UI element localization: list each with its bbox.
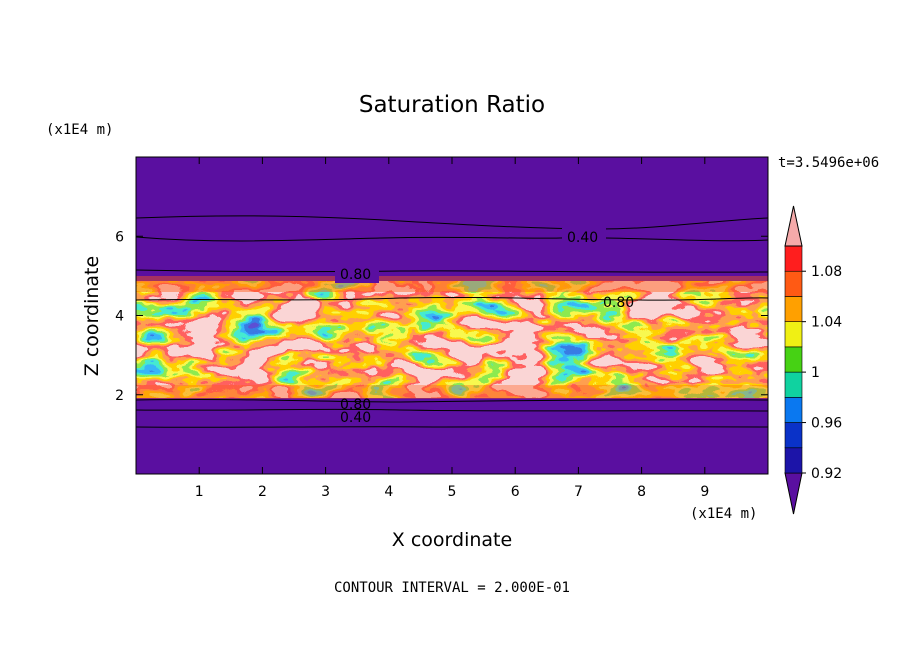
contour-line (136, 398, 768, 403)
y-axis-unit: (x1E4 m) (46, 122, 113, 138)
colorbar-band (784, 371, 803, 398)
y-tick-label: 2 (115, 388, 124, 404)
contour-line (136, 236, 768, 242)
contour-line (136, 408, 768, 412)
x-tick-label: 4 (384, 484, 393, 500)
x-tick-label: 3 (321, 484, 330, 500)
y-tick-label: 4 (115, 309, 124, 325)
x-tick-label: 7 (574, 484, 583, 500)
colorbar-high-triangle (784, 205, 803, 247)
colorbar-band (784, 296, 803, 322)
saturation-field (136, 281, 768, 398)
contour-line (136, 426, 768, 428)
y-axis-label: Z coordinate (81, 256, 103, 376)
colorbar-band (784, 422, 803, 449)
contour-label: 0.80 (603, 295, 634, 311)
x-axis-unit: (x1E4 m) (690, 506, 757, 522)
y-axis-ticks: 2 4 6 (115, 229, 768, 404)
contour-line (136, 296, 768, 301)
contour-line (136, 215, 768, 230)
contour-label: 0.80 (340, 397, 371, 413)
lower-layer-band (136, 385, 768, 399)
contour-lines (136, 215, 768, 428)
contour-label-bg (562, 228, 606, 245)
colorbar-low-triangle (784, 472, 803, 515)
colorbar-band (784, 245, 803, 272)
colorbar-tick-label: 0.92 (811, 466, 842, 482)
colorbar: 0.92 0.96 1 1.04 1.08 (784, 205, 842, 515)
x-axis-label: X coordinate (392, 529, 512, 551)
contour-label: 0.40 (340, 410, 371, 426)
x-tick-label: 2 (258, 484, 267, 500)
plot-area: 0.40 0.80 0.80 0.80 0.40 (136, 157, 768, 474)
x-tick-label: 6 (511, 484, 520, 500)
colorbar-tick-label: 1 (811, 365, 820, 381)
colorbar-band (784, 447, 803, 474)
y-tick-label: 6 (115, 229, 124, 245)
contour-label-bg (335, 266, 379, 283)
contour-label: 0.40 (567, 230, 598, 246)
colorbar-band (784, 270, 803, 297)
x-tick-label: 9 (700, 484, 709, 500)
colorbar-tick-label: 1.08 (811, 264, 842, 280)
time-label: t=3.5496e+06 (778, 155, 879, 171)
x-tick-label: 8 (637, 484, 646, 500)
contour-interval-label: CONTOUR INTERVAL = 2.000E-01 (334, 580, 570, 596)
contour-line (136, 269, 768, 273)
colorbar-tick-label: 0.96 (811, 416, 842, 432)
x-tick-label: 1 (195, 484, 204, 500)
colorbar-band (784, 321, 803, 348)
x-tick-label: 5 (448, 484, 457, 500)
contour-labels: 0.40 0.80 0.80 0.80 0.40 (335, 228, 634, 426)
colorbar-tick-label: 1.04 (811, 315, 842, 331)
colorbar-band (784, 346, 803, 373)
colorbar-band (784, 397, 803, 423)
upper-layer-band (136, 276, 768, 292)
x-axis-ticks: 1 2 3 4 5 6 7 8 9 (195, 157, 709, 500)
chart-title: Saturation Ratio (359, 92, 545, 118)
contour-label: 0.80 (340, 267, 371, 283)
